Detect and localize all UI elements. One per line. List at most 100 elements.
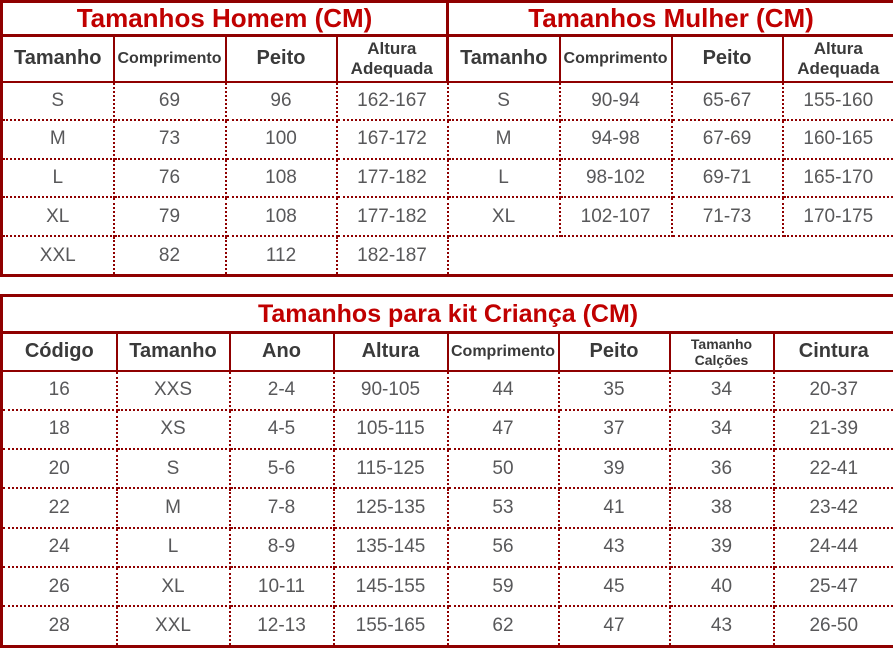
table-row: 20 S 5-6 115-125 50 39 36 22-41 <box>0 448 893 490</box>
size-cell: 44 <box>446 369 560 411</box>
size-cell: M <box>0 119 115 160</box>
size-cell: 65-67 <box>670 80 784 122</box>
size-cell: L <box>0 157 115 199</box>
size-cell: 8-9 <box>228 526 335 568</box>
size-cell: 38 <box>668 487 775 529</box>
size-cell: 160-165 <box>781 119 893 160</box>
size-cell: 69-71 <box>670 157 784 199</box>
size-cell: 67-69 <box>670 119 784 160</box>
size-cell: 28 <box>0 605 118 648</box>
children-header-tamanho-calcoes: Tamanho Calções <box>668 331 775 372</box>
size-cell: 18 <box>0 408 118 451</box>
children-sizes-table: Tamanhos para kit Criança (CM) Código Ta… <box>0 294 893 648</box>
size-cell: 10-11 <box>228 565 335 608</box>
size-cell: 145-155 <box>332 565 449 608</box>
size-cell: 36 <box>668 448 775 490</box>
size-cell: 26 <box>0 565 118 608</box>
table-row: XXL 82 112 182-187 <box>0 235 893 277</box>
size-cell: XXL <box>115 605 231 648</box>
size-cell: 177-182 <box>335 196 449 237</box>
table-row: Tamanho Comprimento Peito Altura Adequad… <box>0 34 893 83</box>
size-cell: 182-187 <box>335 235 449 277</box>
size-cell: 39 <box>668 526 775 568</box>
size-cell: 26-50 <box>772 605 893 648</box>
children-table-title: Tamanhos para kit Criança (CM) <box>0 294 893 334</box>
children-header-ano: Ano <box>228 331 335 372</box>
size-cell: 90-105 <box>332 369 449 411</box>
size-cell: S <box>115 448 231 490</box>
women-table-title: Tamanhos Mulher (CM) <box>446 0 893 37</box>
size-cell: L <box>446 157 561 199</box>
children-header-peito: Peito <box>557 331 671 372</box>
size-cell: XL <box>0 196 115 237</box>
size-cell: 25-47 <box>772 565 893 608</box>
size-cell: 23-42 <box>772 487 893 529</box>
size-cell: 37 <box>557 408 671 451</box>
size-cell: 167-172 <box>335 119 449 160</box>
size-cell: 22-41 <box>772 448 893 490</box>
size-cell: 155-165 <box>332 605 449 648</box>
children-header-codigo: Código <box>0 331 118 372</box>
empty-cell <box>446 235 893 277</box>
size-cell: 98-102 <box>558 157 673 199</box>
size-cell: S <box>446 80 561 122</box>
size-cell: 56 <box>446 526 560 568</box>
size-cell: 125-135 <box>332 487 449 529</box>
table-row: Código Tamanho Ano Altura Comprimento Pe… <box>0 331 893 372</box>
size-cell: 43 <box>557 526 671 568</box>
size-cell: 76 <box>112 157 227 199</box>
size-cell: 94-98 <box>558 119 673 160</box>
size-cell: 22 <box>0 487 118 529</box>
size-cell: 43 <box>668 605 775 648</box>
size-cell: 47 <box>446 408 560 451</box>
men-table-title: Tamanhos Homem (CM) <box>0 0 450 37</box>
size-cell: XXL <box>0 235 115 277</box>
men-header-altura-adequada: Altura Adequada <box>335 34 450 83</box>
children-header-altura: Altura <box>332 331 449 372</box>
size-cell: 115-125 <box>332 448 449 490</box>
size-cell: 53 <box>446 487 560 529</box>
size-cell: 7-8 <box>228 487 335 529</box>
size-cell: 24 <box>0 526 118 568</box>
size-cell: 41 <box>557 487 671 529</box>
size-cell: 135-145 <box>332 526 449 568</box>
women-header-comprimento: Comprimento <box>558 34 673 83</box>
size-cell: 162-167 <box>335 80 449 122</box>
table-row: XL 79 108 177-182 XL 102-107 71-73 170-1… <box>0 196 893 237</box>
size-cell: 102-107 <box>558 196 673 237</box>
table-row: M 73 100 167-172 M 94-98 67-69 160-165 <box>0 119 893 160</box>
size-cell: 4-5 <box>228 408 335 451</box>
size-cell: 5-6 <box>228 448 335 490</box>
women-header-altura-adequada: Altura Adequada <box>781 34 893 83</box>
size-cell: XL <box>115 565 231 608</box>
size-cell: L <box>115 526 231 568</box>
size-cell: 62 <box>446 605 560 648</box>
table-row: 22 M 7-8 125-135 53 41 38 23-42 <box>0 487 893 529</box>
size-cell: S <box>0 80 115 122</box>
size-cell: 108 <box>224 196 338 237</box>
size-cell: 45 <box>557 565 671 608</box>
size-cell: 34 <box>668 408 775 451</box>
table-row: Tamanhos para kit Criança (CM) <box>0 294 893 334</box>
table-row: 24 L 8-9 135-145 56 43 39 24-44 <box>0 526 893 568</box>
size-cell: 82 <box>112 235 227 277</box>
size-cell: 24-44 <box>772 526 893 568</box>
size-cell: 71-73 <box>670 196 784 237</box>
women-header-tamanho: Tamanho <box>446 34 561 83</box>
size-cell: 34 <box>668 369 775 411</box>
men-header-comprimento: Comprimento <box>112 34 227 83</box>
size-cell: 69 <box>112 80 227 122</box>
size-cell: M <box>115 487 231 529</box>
size-cell: 73 <box>112 119 227 160</box>
adult-sizes-table: Tamanhos Homem (CM) Tamanhos Mulher (CM)… <box>0 0 893 277</box>
size-cell: 50 <box>446 448 560 490</box>
size-cell: 79 <box>112 196 227 237</box>
men-header-peito: Peito <box>224 34 338 83</box>
table-row: L 76 108 177-182 L 98-102 69-71 165-170 <box>0 157 893 199</box>
children-header-comprimento: Comprimento <box>446 331 560 372</box>
table-row: 26 XL 10-11 145-155 59 45 40 25-47 <box>0 565 893 608</box>
size-cell: 35 <box>557 369 671 411</box>
size-cell: 90-94 <box>558 80 673 122</box>
size-cell: 165-170 <box>781 157 893 199</box>
